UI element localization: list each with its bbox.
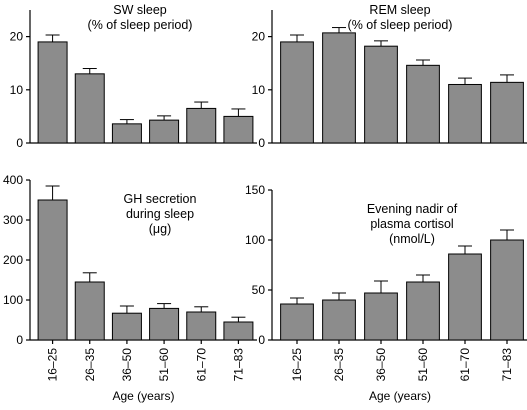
y-tick-label: 150 bbox=[245, 183, 265, 197]
x-tick-label: 26–35 bbox=[332, 348, 346, 382]
bar-1 bbox=[37, 199, 68, 341]
bar-2 bbox=[74, 281, 105, 341]
bar-4 bbox=[149, 119, 180, 144]
bar-5 bbox=[448, 83, 482, 144]
bar-6 bbox=[223, 115, 254, 144]
bar-3 bbox=[364, 292, 398, 341]
x-tick-label: 51–60 bbox=[416, 348, 430, 382]
bar-3 bbox=[111, 123, 142, 144]
bar-4 bbox=[149, 307, 180, 341]
bar-6 bbox=[223, 321, 254, 341]
x-axis-label: Age (years) bbox=[369, 389, 431, 403]
y-tick-label: 200 bbox=[3, 253, 23, 267]
x-tick-label: 71–83 bbox=[231, 348, 245, 382]
x-tick-label: 51–60 bbox=[157, 348, 171, 382]
bar-6 bbox=[490, 81, 524, 144]
y-tick-label: 400 bbox=[3, 173, 23, 187]
chart-title-line: (μg) bbox=[149, 222, 171, 236]
y-tick-label: 50 bbox=[252, 283, 266, 297]
y-tick-label: 0 bbox=[16, 136, 23, 150]
chart-title-line: SW sleep bbox=[113, 3, 167, 17]
y-tick-label: 10 bbox=[252, 83, 266, 97]
bar-3 bbox=[364, 45, 398, 144]
bar-1 bbox=[280, 303, 314, 341]
bar-2 bbox=[322, 32, 356, 144]
chart-title-line: plasma cortisol bbox=[370, 217, 453, 231]
bar-5 bbox=[186, 311, 217, 341]
x-tick-label: 36–50 bbox=[120, 348, 134, 382]
chart-title-line: (% of sleep period) bbox=[88, 18, 193, 32]
y-tick-label: 0 bbox=[258, 136, 265, 150]
y-tick-label: 10 bbox=[10, 83, 24, 97]
chart-panel-2: 0 10 20 REM sleep(% of sleep period) bbox=[252, 3, 527, 150]
y-tick-label: 20 bbox=[10, 30, 24, 44]
x-tick-label: 26–35 bbox=[83, 348, 97, 382]
chart-title-line: (% of sleep period) bbox=[348, 18, 453, 32]
chart-title-line: REM sleep bbox=[369, 3, 430, 17]
y-tick-label: 100 bbox=[245, 233, 265, 247]
bar-4 bbox=[406, 64, 440, 144]
bar-2 bbox=[322, 299, 356, 341]
bar-5 bbox=[186, 107, 217, 144]
x-axis-label: Age (years) bbox=[112, 389, 174, 403]
y-tick-label: 100 bbox=[3, 293, 23, 307]
chart-panel-1: 0 10 20 SW sleep(% of sleep period) bbox=[10, 3, 257, 150]
y-tick-label: 0 bbox=[258, 333, 265, 347]
chart-panel-4: 0 50 100 150 16–25 26–35 36–50 51–60 61–70 71–83 E… bbox=[245, 183, 527, 403]
bar-4 bbox=[406, 281, 440, 341]
x-tick-label: 61–70 bbox=[194, 348, 208, 382]
y-tick-label: 20 bbox=[252, 30, 266, 44]
bar-5 bbox=[448, 253, 482, 341]
x-tick-label: 16–25 bbox=[290, 348, 304, 382]
x-tick-label: 36–50 bbox=[374, 348, 388, 382]
chart-title-line: Evening nadir of bbox=[367, 202, 458, 216]
chart-panel-3: 0 100 200 300 400 16–25 26–35 36–50 51–60 61–70 71… bbox=[3, 173, 257, 403]
bar-1 bbox=[37, 41, 68, 144]
bar-3 bbox=[111, 312, 142, 341]
chart-title-line: (nmol/L) bbox=[389, 232, 435, 246]
y-tick-label: 0 bbox=[16, 333, 23, 347]
x-tick-label: 71–83 bbox=[500, 348, 514, 382]
bar-2 bbox=[74, 73, 105, 144]
chart-title-line: during sleep bbox=[126, 207, 194, 221]
x-tick-label: 16–25 bbox=[46, 348, 60, 382]
chart-title-line: GH secretion bbox=[124, 192, 197, 206]
bar-1 bbox=[280, 41, 314, 144]
x-tick-label: 61–70 bbox=[458, 348, 472, 382]
y-tick-label: 300 bbox=[3, 213, 23, 227]
bar-6 bbox=[490, 239, 524, 341]
